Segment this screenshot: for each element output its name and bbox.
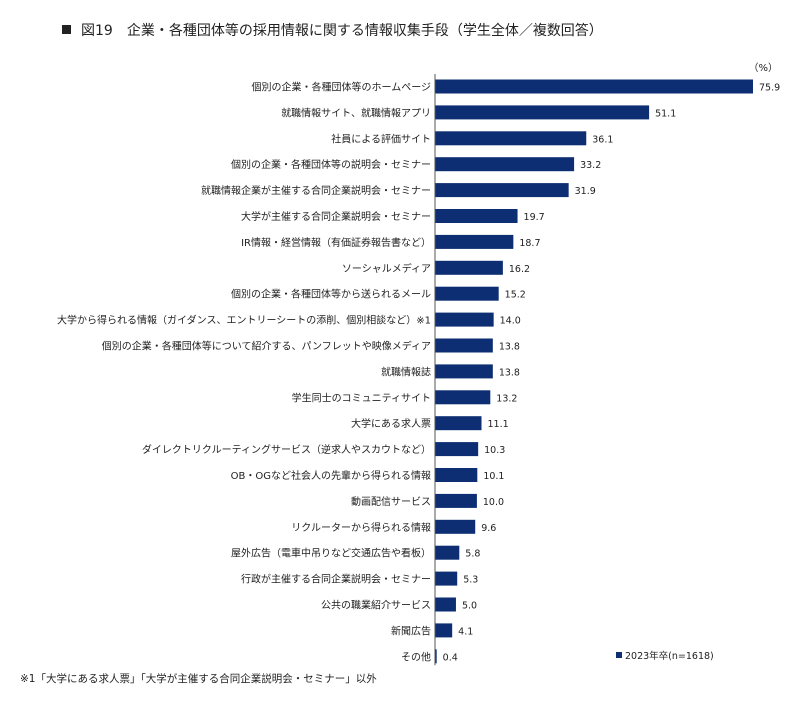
bar	[435, 131, 587, 146]
value-label: 5.0	[462, 601, 477, 612]
bar	[435, 105, 650, 120]
category-label: リクルーターから得られる情報	[291, 521, 431, 534]
bar	[435, 416, 482, 431]
bar	[435, 234, 514, 249]
category-label: 就職情報企業が主催する合同企業説明会・セミナー	[201, 184, 431, 197]
category-label: ダイレクトリクルーティングサービス（逆求人やスカウトなど）	[142, 443, 431, 456]
value-label: 11.1	[488, 419, 509, 430]
bar	[435, 493, 477, 508]
value-label: 33.2	[580, 160, 601, 171]
category-label: 動画配信サービス	[351, 495, 431, 508]
category-label: 個別の企業・各種団体等の説明会・セミナー	[231, 158, 431, 171]
bar	[435, 597, 456, 612]
chart-title: 図19 企業・各種団体等の採用情報に関する情報収集手段（学生全体／複数回答）	[62, 20, 603, 40]
bar	[435, 338, 493, 353]
category-label: 行政が主催する合同企業説明会・セミナー	[241, 573, 431, 586]
bar	[435, 286, 499, 301]
category-label: 社員による評価サイト	[331, 132, 431, 145]
bar	[435, 390, 491, 405]
value-label: 10.1	[483, 471, 504, 482]
value-label: 13.8	[499, 342, 520, 353]
bar	[435, 312, 494, 327]
category-label: 公共の職業紹介サービス	[321, 599, 431, 612]
bar	[435, 364, 493, 379]
value-label: 0.4	[443, 652, 458, 663]
category-label: 個別の企業・各種団体等について紹介する、パンフレットや映像メディア	[102, 340, 431, 353]
value-label: 10.0	[483, 497, 504, 508]
value-label: 16.2	[509, 264, 530, 275]
unit-label: （%）	[748, 62, 778, 74]
value-label: 13.2	[496, 393, 517, 404]
bar	[435, 209, 518, 223]
bar	[435, 468, 478, 482]
value-label: 75.9	[759, 83, 780, 94]
value-label: 18.7	[519, 238, 540, 249]
bar	[435, 260, 503, 275]
title-square-icon	[62, 25, 71, 34]
chart-title-text: 図19 企業・各種団体等の採用情報に関する情報収集手段（学生全体／複数回答）	[81, 23, 603, 39]
bar	[435, 623, 453, 638]
value-label: 5.3	[463, 575, 478, 586]
legend-swatch	[616, 652, 622, 658]
value-label: 51.1	[655, 108, 676, 119]
value-label: 10.3	[484, 445, 505, 456]
bar	[435, 545, 460, 560]
value-label: 36.1	[592, 134, 613, 145]
category-label: 学生同士のコミュニティサイト	[292, 391, 431, 404]
legend-label: 2023年卒(n=1618)	[625, 650, 714, 662]
value-label: 9.6	[481, 523, 496, 534]
bar	[435, 571, 458, 586]
category-label: IR情報・経営情報（有価証券報告書など）	[241, 236, 431, 249]
bar	[435, 649, 437, 664]
category-label: 大学から得られる情報（ガイダンス、エントリーシートの添削、個別相談など）※1	[57, 314, 431, 327]
footnote: ※1「大学にある求人票」「大学が主催する合同企業説明会・セミナー」以外	[20, 673, 377, 685]
value-label: 4.1	[458, 626, 473, 637]
category-label: 個別の企業・各種団体等から送られるメール	[231, 288, 431, 301]
category-label: 大学が主催する合同企業説明会・セミナー	[241, 210, 431, 223]
category-label: OB・OGなど社会人の先輩から得られる情報	[231, 469, 431, 482]
category-label: 大学にある求人票	[351, 417, 431, 430]
category-label: 屋外広告（電車中吊りなど交通広告や看板）	[231, 547, 431, 560]
value-label: 15.2	[505, 290, 526, 301]
bar	[435, 442, 479, 457]
category-label: ソーシャルメディア	[342, 262, 431, 275]
value-label: 14.0	[500, 316, 521, 327]
value-label: 5.8	[465, 549, 480, 560]
category-label: 就職情報誌	[381, 365, 431, 378]
category-label: その他	[401, 650, 431, 663]
category-label: 就職情報サイト、就職情報アプリ	[281, 106, 431, 119]
value-label: 13.8	[499, 367, 520, 378]
bar	[435, 157, 575, 172]
bar	[435, 519, 476, 534]
value-label: 19.7	[524, 212, 545, 223]
bar	[435, 79, 753, 94]
category-label: 個別の企業・各種団体等のホームページ	[252, 81, 432, 94]
value-label: 31.9	[575, 186, 596, 197]
category-label: 新聞広告	[391, 624, 431, 637]
bar	[435, 183, 569, 198]
